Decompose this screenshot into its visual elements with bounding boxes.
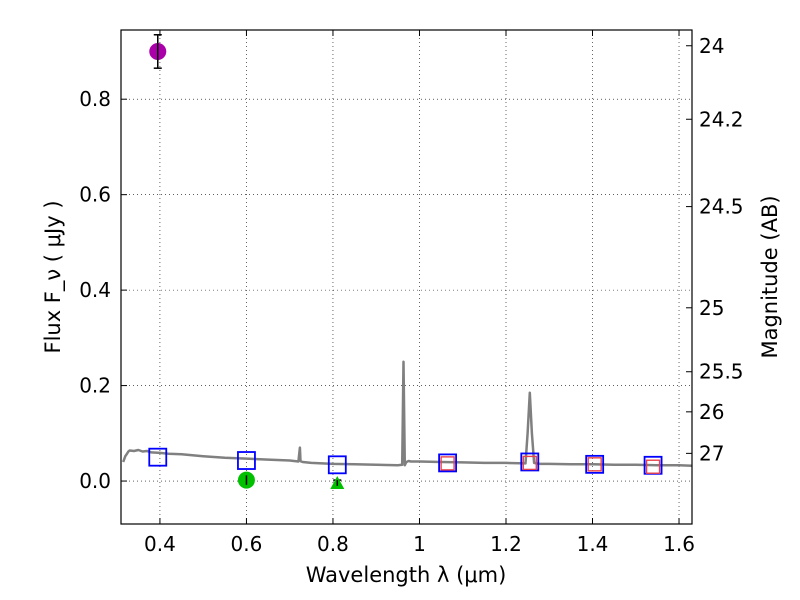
ticks: 0.4 0.6 0.8 1 1.2 1.4 1.6 0.0 0.2 0.4 0.6 0.8 24 24.2… bbox=[79, 30, 744, 556]
plot-area bbox=[122, 34, 692, 489]
observed-photometry-square bbox=[587, 457, 602, 472]
model-photometry-square bbox=[438, 453, 457, 473]
y-tick-label: 0.2 bbox=[79, 374, 111, 398]
right-tick-label: 25.5 bbox=[699, 360, 744, 384]
x-tick-label: 1 bbox=[413, 532, 426, 556]
right-tick-label: 27 bbox=[699, 441, 724, 465]
right-tick-label: 26 bbox=[699, 400, 724, 424]
model-photometry-square bbox=[148, 447, 168, 467]
y-tick-label: 0.4 bbox=[79, 278, 111, 302]
model-photometry-square bbox=[585, 454, 605, 474]
x-tick-label: 1.6 bbox=[663, 532, 695, 556]
y-tick-label: 0.0 bbox=[79, 469, 111, 493]
x-tick-label: 1.4 bbox=[577, 532, 609, 556]
x-tick-label: 1.2 bbox=[490, 532, 522, 556]
observed-photometry-square bbox=[522, 455, 537, 471]
model-photometry-square bbox=[237, 451, 256, 470]
y-tick-label: 0.6 bbox=[79, 183, 111, 207]
x-tick-label: 0.8 bbox=[317, 532, 349, 556]
right-tick-label: 25 bbox=[699, 296, 724, 320]
right-tick-label: 24.2 bbox=[699, 107, 744, 131]
x-tick-label: 0.4 bbox=[144, 532, 176, 556]
observed-photometry-square bbox=[440, 456, 455, 471]
right-tick-label: 24 bbox=[699, 34, 724, 58]
y-axis-label-right: Magnitude (AB) bbox=[758, 195, 782, 358]
y-axis-label-left: Flux F_ν ( μJy ) bbox=[41, 200, 66, 353]
right-tick-label: 24.5 bbox=[699, 195, 744, 219]
plot-frame bbox=[120, 29, 693, 525]
y-tick-label: 0.8 bbox=[79, 87, 111, 111]
model-photometry-square bbox=[327, 455, 347, 475]
x-axis-label: Wavelength λ (μm) bbox=[306, 563, 507, 587]
model-photometry-square bbox=[520, 452, 540, 472]
x-tick-label: 0.6 bbox=[231, 532, 263, 556]
observed-photometry-square bbox=[645, 459, 661, 474]
